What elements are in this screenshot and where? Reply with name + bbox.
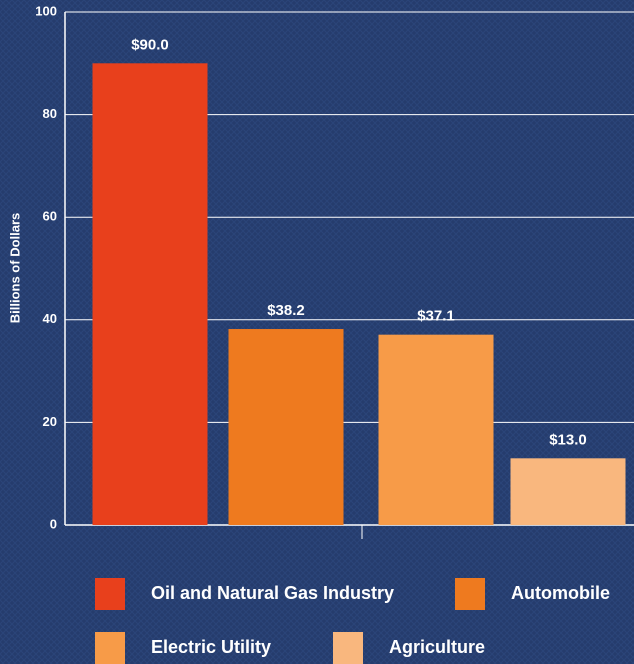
y-tick-label: 100 <box>35 3 57 18</box>
y-tick-label: 40 <box>43 311 57 326</box>
legend-swatch <box>95 578 125 610</box>
bar <box>510 458 626 525</box>
value-label: $38.2 <box>267 302 305 319</box>
bar <box>92 63 208 526</box>
y-tick-label: 0 <box>50 516 57 531</box>
legend-label: Agriculture <box>389 637 485 657</box>
value-label: $90.0 <box>131 36 169 53</box>
legend-swatch <box>455 578 485 610</box>
legend-label: Oil and Natural Gas Industry <box>151 583 394 603</box>
y-tick-label: 80 <box>43 106 57 121</box>
bar <box>378 334 494 525</box>
y-tick-label: 60 <box>43 209 57 224</box>
legend-swatch <box>95 632 125 664</box>
y-tick-label: 20 <box>43 414 57 429</box>
y-axis-label: Billions of Dollars <box>7 213 22 324</box>
bar <box>228 329 344 525</box>
value-label: $37.1 <box>417 308 455 325</box>
value-label: $13.0 <box>549 431 587 448</box>
legend-label: Electric Utility <box>151 637 271 657</box>
legend-label: Automobile <box>511 583 610 603</box>
legend-swatch <box>333 632 363 664</box>
